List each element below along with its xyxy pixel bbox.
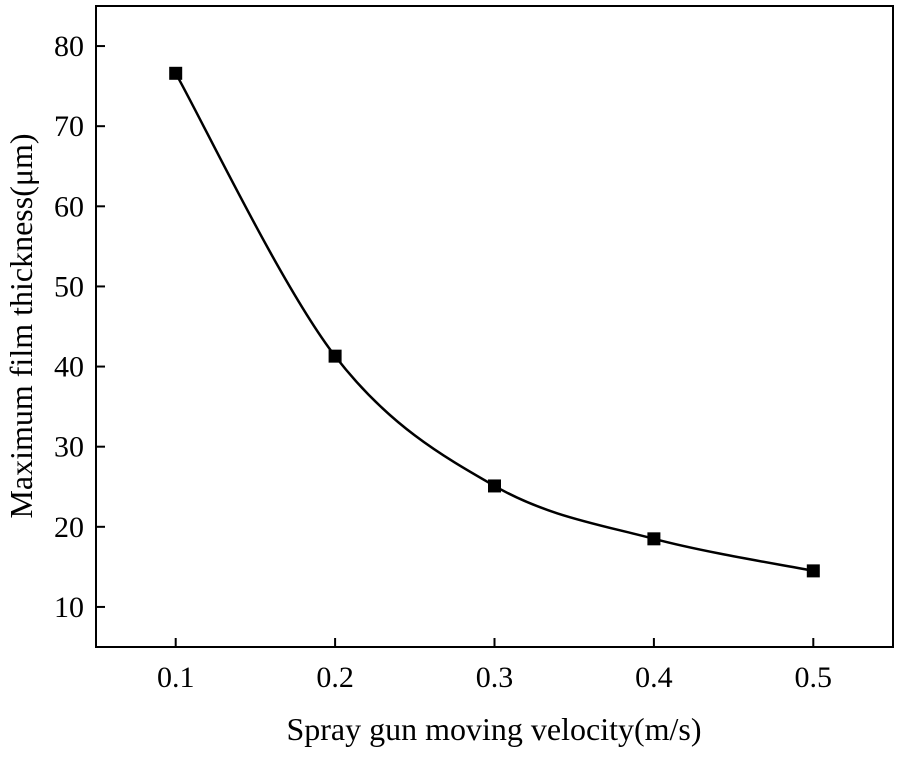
y-tick-label: 70 (54, 110, 84, 143)
plot-frame (95, 5, 894, 648)
y-tick-label: 20 (54, 511, 84, 544)
data-point-marker (488, 479, 501, 493)
data-point-marker (328, 349, 342, 363)
y-tick-label: 50 (54, 270, 84, 303)
x-tick-label: 0.1 (157, 661, 195, 694)
y-tick-label: 60 (54, 190, 84, 223)
y-tick-label: 80 (54, 30, 84, 63)
x-tick-label: 0.5 (795, 661, 833, 694)
series-line (174, 72, 814, 573)
series-layer (169, 66, 820, 578)
data-point-marker (806, 564, 820, 578)
y-axis-ticks: 10 20 30 40 50 60 70 80 (54, 30, 105, 624)
y-axis-title: Maximum film thickness(μm) (3, 133, 39, 518)
data-point-marker (647, 532, 661, 546)
x-tick-label: 0.4 (635, 661, 673, 694)
data-point-marker (169, 66, 183, 80)
x-axis-ticks: 0.1 0.2 0.3 0.4 0.5 (157, 638, 832, 694)
y-tick-label: 30 (54, 431, 84, 464)
x-tick-label: 0.3 (476, 661, 514, 694)
x-axis-title: Spray gun moving velocity(m/s) (286, 711, 701, 747)
y-tick-label: 10 (54, 591, 84, 624)
y-tick-label: 40 (54, 351, 84, 384)
x-tick-label: 0.2 (316, 661, 354, 694)
